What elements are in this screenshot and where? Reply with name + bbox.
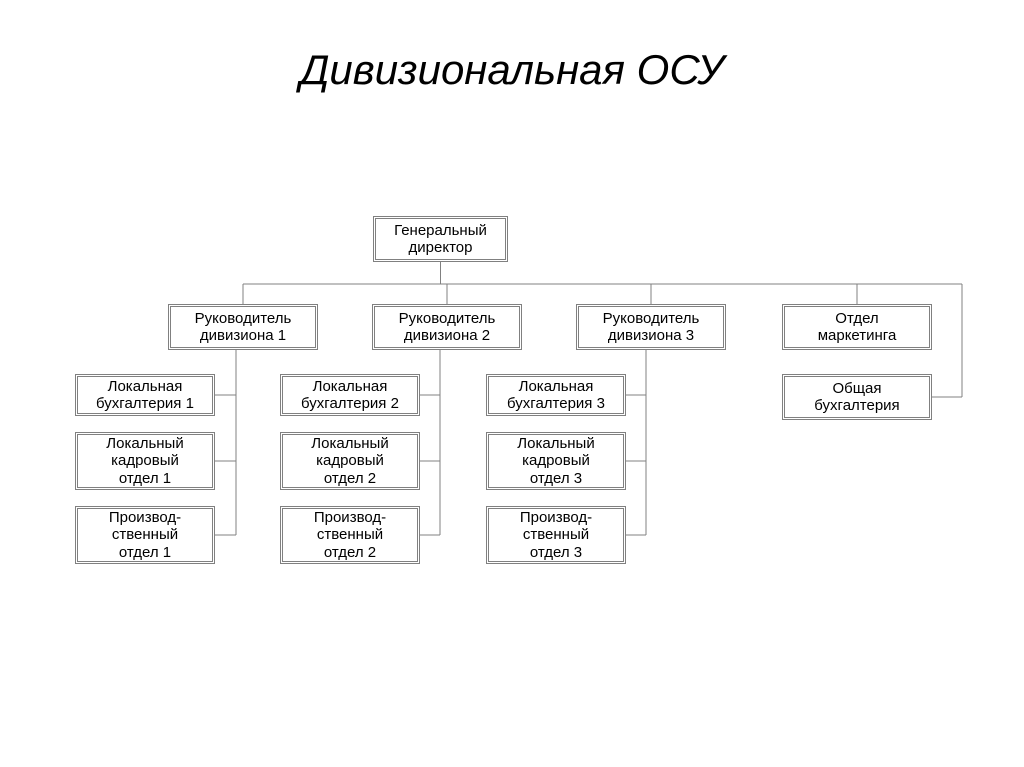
- node-d2b-label: Локальный кадровый отдел 2: [311, 435, 388, 487]
- node-d3a: Локальная бухгалтерия 3: [486, 374, 626, 416]
- node-d1a: Локальная бухгалтерия 1: [75, 374, 215, 416]
- node-root: Генеральный директор: [373, 216, 508, 262]
- node-d3b-label: Локальный кадровый отдел 3: [517, 435, 594, 487]
- node-d1c: Производ- ственный отдел 1: [75, 506, 215, 564]
- node-d3b: Локальный кадровый отдел 3: [486, 432, 626, 490]
- node-acc-label: Общая бухгалтерия: [814, 380, 899, 415]
- node-mkt: Отдел маркетинга: [782, 304, 932, 350]
- node-d2b: Локальный кадровый отдел 2: [280, 432, 420, 490]
- node-d1a-label: Локальная бухгалтерия 1: [96, 378, 194, 413]
- node-d3c: Производ- ственный отдел 3: [486, 506, 626, 564]
- node-div3: Руководитель дивизиона 3: [576, 304, 726, 350]
- node-div2: Руководитель дивизиона 2: [372, 304, 522, 350]
- node-root-label: Генеральный директор: [394, 222, 487, 257]
- node-d2a: Локальная бухгалтерия 2: [280, 374, 420, 416]
- node-acc: Общая бухгалтерия: [782, 374, 932, 420]
- node-d3a-label: Локальная бухгалтерия 3: [507, 378, 605, 413]
- node-div1: Руководитель дивизиона 1: [168, 304, 318, 350]
- node-div1-label: Руководитель дивизиона 1: [195, 310, 292, 345]
- node-d2c: Производ- ственный отдел 2: [280, 506, 420, 564]
- node-div3-label: Руководитель дивизиона 3: [603, 310, 700, 345]
- node-div2-label: Руководитель дивизиона 2: [399, 310, 496, 345]
- node-mkt-label: Отдел маркетинга: [818, 310, 897, 345]
- node-d1c-label: Производ- ственный отдел 1: [109, 509, 181, 561]
- node-d1b-label: Локальный кадровый отдел 1: [106, 435, 183, 487]
- node-d2c-label: Производ- ственный отдел 2: [314, 509, 386, 561]
- node-d2a-label: Локальная бухгалтерия 2: [301, 378, 399, 413]
- node-d1b: Локальный кадровый отдел 1: [75, 432, 215, 490]
- node-d3c-label: Производ- ственный отдел 3: [520, 509, 592, 561]
